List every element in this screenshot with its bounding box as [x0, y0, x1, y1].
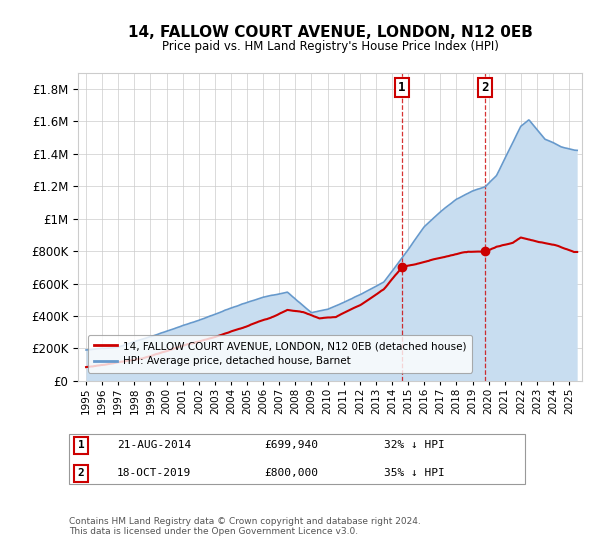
- Text: £699,940: £699,940: [264, 440, 318, 450]
- Text: 14, FALLOW COURT AVENUE, LONDON, N12 0EB: 14, FALLOW COURT AVENUE, LONDON, N12 0EB: [128, 25, 532, 40]
- Text: Contains HM Land Registry data © Crown copyright and database right 2024.
This d: Contains HM Land Registry data © Crown c…: [69, 517, 421, 536]
- Text: £800,000: £800,000: [264, 468, 318, 478]
- Text: 32% ↓ HPI: 32% ↓ HPI: [384, 440, 445, 450]
- Text: 18-OCT-2019: 18-OCT-2019: [117, 468, 191, 478]
- Text: 35% ↓ HPI: 35% ↓ HPI: [384, 468, 445, 478]
- Legend: 14, FALLOW COURT AVENUE, LONDON, N12 0EB (detached house), HPI: Average price, d: 14, FALLOW COURT AVENUE, LONDON, N12 0EB…: [88, 335, 472, 372]
- Text: 1: 1: [398, 81, 406, 94]
- Text: Price paid vs. HM Land Registry's House Price Index (HPI): Price paid vs. HM Land Registry's House …: [161, 40, 499, 53]
- Text: 21-AUG-2014: 21-AUG-2014: [117, 440, 191, 450]
- Text: 2: 2: [481, 81, 489, 94]
- Text: 1: 1: [77, 440, 85, 450]
- Text: 2: 2: [77, 468, 85, 478]
